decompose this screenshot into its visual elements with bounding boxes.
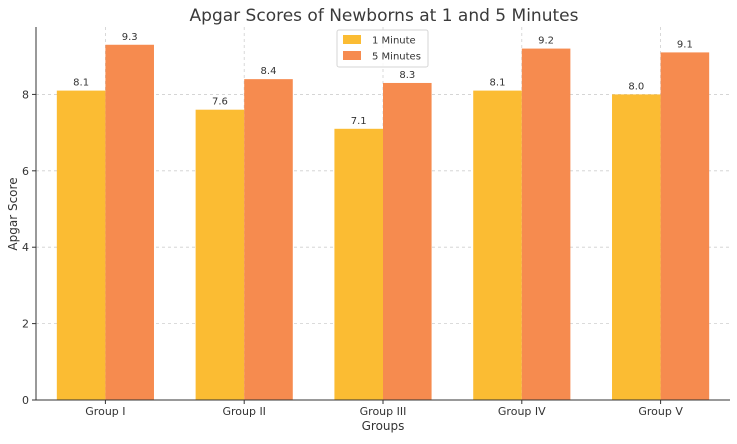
bar — [383, 82, 432, 401]
data-label: 8.1 — [73, 78, 89, 89]
x-tick-label: Group III — [360, 405, 407, 418]
data-label: 7.1 — [351, 116, 367, 127]
bar — [521, 48, 571, 401]
y-ticks: 0 2 4 6 8 — [22, 88, 36, 407]
bar — [612, 94, 661, 400]
legend-swatch — [343, 51, 361, 60]
data-label: 7.6 — [212, 97, 228, 108]
legend-label: 1 Minute — [372, 36, 416, 47]
y-tick-label: 8 — [22, 88, 29, 101]
bar — [195, 109, 245, 400]
data-labels: 8.1 7.6 7.1 8.1 8.0 9.3 8.4 8.3 9.2 9.1 — [73, 32, 693, 127]
legend-label: 5 Minutes — [372, 52, 421, 63]
x-tick-label: Group II — [222, 405, 265, 418]
bar — [105, 44, 154, 401]
chart-title: Apgar Scores of Newborns at 1 and 5 Minu… — [190, 6, 579, 26]
data-label: 9.3 — [122, 32, 138, 43]
bar — [334, 128, 383, 400]
y-tick-label: 6 — [22, 165, 29, 178]
x-tick-label: Group I — [85, 405, 125, 418]
x-axis-label: Groups — [362, 419, 405, 433]
data-label: 9.1 — [677, 39, 693, 50]
y-tick-label: 0 — [22, 394, 29, 407]
bar — [473, 90, 522, 401]
data-label: 8.0 — [628, 81, 644, 92]
data-label: 8.1 — [490, 78, 506, 89]
y-axis-label: Apgar Score — [6, 177, 20, 250]
bar — [56, 90, 106, 401]
data-label: 9.2 — [538, 36, 554, 47]
legend-swatch — [343, 35, 361, 44]
legend: 1 Minute 5 Minutes — [336, 29, 429, 68]
bar — [244, 79, 293, 401]
y-tick-label: 4 — [22, 241, 29, 254]
bar — [660, 52, 710, 401]
data-label: 8.3 — [399, 70, 415, 81]
x-tick-label: Group IV — [498, 405, 546, 418]
y-tick-label: 2 — [22, 318, 29, 331]
x-ticks: Group I Group II Group III Group IV Group V — [85, 400, 683, 418]
data-label: 8.4 — [261, 66, 277, 77]
bars — [56, 44, 710, 401]
x-tick-label: Group V — [638, 405, 683, 418]
